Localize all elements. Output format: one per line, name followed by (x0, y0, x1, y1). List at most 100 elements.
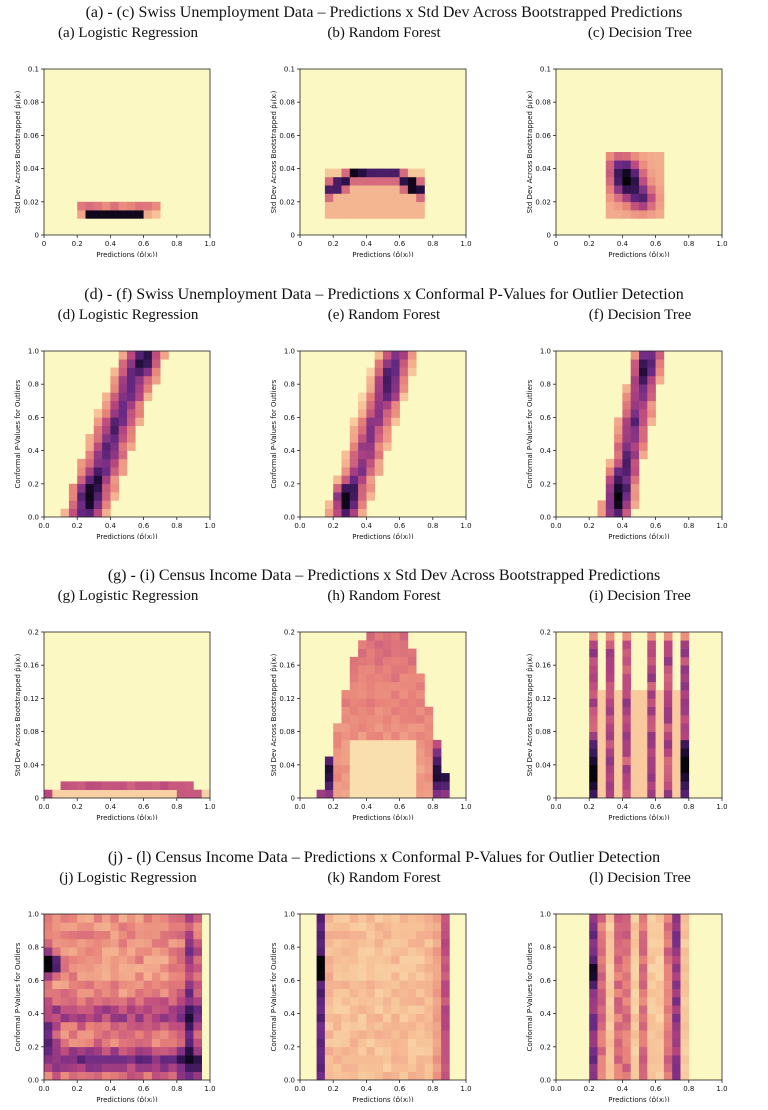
heatmap-cell (399, 1013, 409, 1023)
heatmap-cell (374, 972, 384, 981)
heatmap-cell (85, 475, 95, 485)
heatmap-cell (605, 773, 615, 782)
heatmap-cell (118, 351, 128, 360)
heatmap-cell (383, 400, 392, 410)
x-tick-label: 0.8 (171, 240, 182, 248)
heatmap-cell (383, 789, 392, 799)
heatmap-cell (374, 458, 384, 468)
heatmap-cell (176, 914, 186, 923)
plot-frame (555, 913, 723, 1081)
heatmap-cell (135, 384, 144, 393)
heatmap-cell (597, 764, 607, 774)
panel-title: (l) Decision Tree (589, 870, 691, 886)
heatmap-cell (358, 997, 367, 1006)
heatmap-cell (366, 392, 375, 402)
heatmap-cell (597, 1055, 607, 1064)
heatmap-cell (366, 963, 375, 973)
heatmap-cell (432, 1055, 442, 1064)
heatmap-cell (85, 1013, 95, 1023)
heatmap-cell (655, 748, 665, 757)
heatmap-cell (143, 375, 153, 385)
heatmap-cell (399, 690, 409, 699)
heatmap-cell (324, 963, 334, 973)
heatmap-cell (44, 997, 53, 1006)
heatmap-cell (374, 359, 384, 368)
heatmap-cell (358, 1013, 367, 1023)
x-tick-label: 0.2 (584, 240, 595, 248)
heatmap-cell (366, 656, 375, 666)
y-tick-label: 1.0 (28, 348, 39, 356)
heatmap-cell (432, 988, 442, 998)
heatmap-cell (366, 367, 375, 377)
heatmap-cell (655, 922, 665, 931)
heatmap-cell (333, 963, 342, 973)
heatmap-cell (316, 1071, 326, 1081)
heatmap-cell (622, 706, 631, 716)
heatmap-cell (349, 500, 359, 509)
heatmap-cell (416, 988, 425, 998)
heatmap-cell (391, 640, 400, 649)
heatmap-cell (185, 922, 194, 931)
heatmap-cell (341, 1013, 351, 1023)
heatmap-cell (316, 972, 326, 981)
heatmap-cell (168, 1030, 178, 1039)
heatmap-cell (168, 1005, 178, 1014)
heatmap-cell (358, 922, 367, 931)
heatmap-cell (52, 1013, 61, 1023)
heatmap-cell (441, 773, 450, 782)
heatmap-cell (416, 789, 425, 799)
heatmap-cell (102, 467, 111, 476)
heatmap-cell (672, 773, 681, 782)
heatmap-cell (639, 988, 648, 998)
heatmap-cell (85, 467, 95, 476)
heatmap-cell (655, 739, 665, 749)
heatmap-cell (383, 723, 392, 732)
heatmap-cell (176, 947, 186, 956)
heatmap-cell (383, 748, 392, 757)
heatmap-cell (605, 467, 615, 476)
heatmap-cell (622, 508, 631, 518)
y-tick-label: 0.0 (284, 514, 295, 522)
y-tick-label: 0.4 (540, 447, 552, 455)
heatmap-cell (324, 781, 334, 790)
heatmap-cell (93, 972, 103, 981)
heatmap-cell (432, 963, 442, 973)
heatmap-cell (85, 938, 95, 948)
panel-title: (a) Logistic Regression (58, 25, 198, 41)
heatmap-cell (127, 955, 136, 965)
heatmap-cell (663, 640, 673, 649)
heatmap-cell (358, 458, 367, 468)
heatmap-i: 0.0 0.2 0.4 0.6 0.8 1.000.040.080.120.160.2Pr… (526, 629, 728, 821)
heatmap-cell (614, 152, 623, 161)
heatmap-cell (399, 938, 409, 948)
x-tick-label: 0.4 (105, 803, 117, 811)
heatmap-cell (185, 930, 194, 940)
y-tick-label: 0.2 (540, 629, 551, 637)
heatmap-cell (102, 1005, 111, 1014)
heatmap-cell (639, 938, 648, 948)
x-tick-label: 0.8 (171, 803, 182, 811)
heatmap-cell (614, 781, 623, 790)
heatmap-cell (663, 930, 673, 940)
heatmap-cell (416, 185, 425, 194)
heatmap-cell (639, 1030, 648, 1039)
heatmap-cell (383, 632, 392, 641)
heatmap-cell (383, 409, 392, 418)
heatmap-cell (622, 500, 631, 509)
heatmap-cell (52, 1021, 61, 1031)
heatmap-cell (366, 922, 375, 931)
heatmap-cell (374, 442, 384, 451)
heatmap-cell (374, 715, 384, 724)
heatmap-cell (316, 980, 326, 989)
heatmap-cell (366, 731, 375, 741)
heatmap-cell (176, 1055, 186, 1064)
heatmap-cell (93, 201, 103, 211)
heatmap-cell (639, 980, 648, 989)
heatmap-cell (93, 508, 103, 518)
heatmap-cell (374, 1021, 384, 1031)
heatmap-cell (193, 938, 202, 948)
heatmap-cell (349, 673, 359, 683)
heatmap-cell (349, 483, 359, 493)
heatmap-cell (605, 972, 615, 981)
heatmap-cell (672, 1021, 681, 1031)
